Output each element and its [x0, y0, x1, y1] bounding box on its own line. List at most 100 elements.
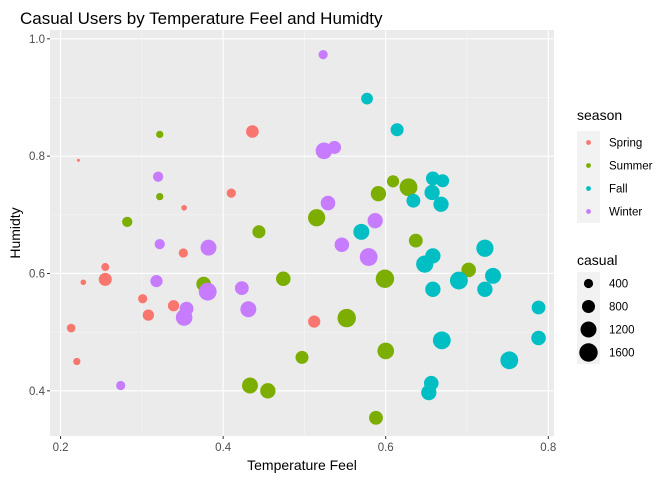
point-summer: [399, 178, 418, 197]
point-winter: [334, 237, 350, 253]
point-fall: [361, 92, 373, 105]
point-fall: [424, 184, 440, 201]
point-winter: [152, 171, 164, 182]
point-fall: [416, 255, 434, 273]
size-key-400: [583, 278, 594, 289]
point-summer: [156, 130, 164, 139]
point-summer: [252, 225, 266, 239]
point-fall: [476, 239, 494, 257]
size-label-400: 400: [609, 279, 628, 291]
y-axis-ticks: 0.4 0.6 0.8 1.0: [29, 34, 50, 398]
data-points: [66, 50, 546, 425]
point-spring: [226, 188, 236, 198]
point-summer: [241, 377, 258, 394]
point-fall: [421, 384, 437, 401]
point-spring: [142, 309, 155, 321]
point-fall: [425, 281, 441, 297]
point-summer: [375, 269, 395, 288]
point-fall: [500, 351, 519, 370]
point-summer: [295, 350, 309, 364]
point-winter: [318, 50, 328, 60]
point-spring: [181, 204, 187, 211]
y-tick-label: 0.8: [29, 151, 45, 163]
legend-key-winter: [586, 209, 591, 214]
point-winter: [367, 213, 383, 229]
point-fall: [477, 281, 493, 297]
size-key-800: [581, 299, 596, 314]
point-spring: [167, 300, 180, 312]
point-fall: [449, 271, 468, 290]
legend-label-winter: Winter: [609, 207, 642, 219]
size-key-1600: [579, 343, 598, 362]
point-summer: [308, 209, 326, 227]
point-spring: [101, 263, 110, 272]
legend-label-spring: Spring: [609, 138, 642, 150]
point-fall: [390, 123, 404, 137]
legend-key-fall: [586, 186, 591, 191]
point-spring: [246, 125, 259, 138]
point-fall: [531, 330, 546, 346]
point-fall: [531, 300, 546, 315]
point-spring: [138, 294, 148, 304]
point-winter: [198, 282, 217, 301]
point-summer: [461, 262, 476, 278]
point-summer: [386, 175, 400, 188]
point-spring: [76, 158, 80, 162]
point-winter: [175, 309, 193, 326]
y-axis-title: Humidty: [7, 207, 23, 258]
point-summer: [408, 233, 423, 248]
point-fall: [436, 174, 450, 188]
season-legend-title: season: [577, 107, 622, 123]
point-winter: [154, 238, 165, 250]
legend-label-fall: Fall: [609, 184, 628, 196]
size-label-1200: 1200: [609, 325, 635, 337]
point-spring: [308, 315, 321, 328]
point-spring: [98, 272, 112, 286]
plot-panel: [50, 30, 554, 436]
legend-label-summer: Summer: [609, 161, 653, 173]
season-legend: season Spring Summer Fall Winter: [577, 107, 653, 223]
x-tick-label: 0.2: [53, 442, 69, 454]
x-axis-title: Temperature Feel: [247, 457, 357, 473]
point-spring: [66, 323, 76, 333]
point-winter: [150, 275, 163, 288]
point-winter: [234, 281, 249, 296]
casual-legend: casual 400 800 1200 1600: [577, 252, 635, 364]
point-spring: [80, 279, 87, 286]
point-summer: [276, 271, 291, 287]
point-fall: [485, 267, 502, 284]
x-axis-ticks: 0.2 0.4 0.6 0.8: [53, 436, 556, 454]
legend-key-summer: [586, 163, 591, 168]
point-summer: [337, 308, 356, 328]
x-tick-label: 0.8: [540, 442, 556, 454]
minor-gridlines: [50, 30, 554, 436]
point-winter: [359, 248, 378, 266]
point-spring: [178, 248, 188, 258]
legend-key-spring: [586, 140, 591, 145]
y-tick-label: 0.4: [29, 386, 46, 398]
chart-title: Casual Users by Temperature Feel and Hum…: [20, 9, 383, 28]
point-spring: [73, 357, 81, 366]
point-fall: [432, 331, 451, 350]
size-label-1600: 1600: [609, 348, 635, 360]
casual-legend-title: casual: [577, 252, 617, 268]
point-fall: [406, 193, 421, 208]
point-winter: [200, 239, 217, 256]
x-tick-label: 0.4: [215, 442, 232, 454]
point-summer: [377, 342, 395, 360]
point-summer: [122, 216, 133, 228]
major-gridlines: [50, 30, 554, 436]
y-tick-label: 1.0: [29, 34, 45, 46]
point-fall: [353, 223, 370, 240]
point-winter: [315, 142, 333, 160]
point-winter: [320, 195, 336, 211]
point-winter: [116, 380, 126, 391]
point-winter: [240, 301, 257, 318]
x-tick-label: 0.6: [378, 442, 394, 454]
point-summer: [260, 383, 276, 399]
y-tick-label: 0.6: [29, 268, 45, 280]
size-label-800: 800: [609, 302, 628, 314]
point-fall: [433, 196, 449, 212]
point-summer: [369, 410, 383, 425]
